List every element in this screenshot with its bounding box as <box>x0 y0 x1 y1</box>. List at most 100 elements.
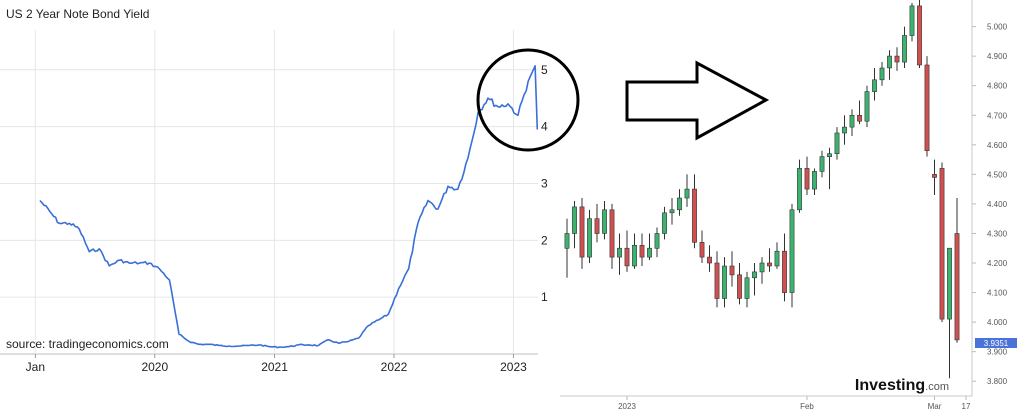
right-y-tick-label: 4.700 <box>987 111 1008 120</box>
candle <box>887 50 892 80</box>
candle-body <box>812 171 817 190</box>
candle <box>737 263 742 305</box>
left-y-axis: 1 2 3 4 5 <box>541 63 548 304</box>
right-y-tick-label: 4.200 <box>987 259 1008 268</box>
right-chart-panel: 3.800 3.900 4.000 4.100 4.200 4.300 4.400 4.500… <box>560 0 1017 411</box>
left-chart-title: US 2 Year Note Bond Yield <box>6 7 149 21</box>
candle <box>789 203 795 308</box>
candle-body <box>572 206 577 234</box>
candle-body <box>632 245 637 267</box>
candle <box>939 162 945 323</box>
right-y-tick-label: 4.400 <box>987 200 1008 209</box>
candle-body <box>647 247 652 258</box>
candle <box>797 159 802 213</box>
candle <box>894 47 900 71</box>
candle <box>587 209 592 264</box>
left-yield-line <box>39 65 539 349</box>
candle-body <box>752 271 757 279</box>
candle <box>819 150 825 178</box>
candle-body <box>714 262 720 299</box>
candle-body <box>602 209 607 234</box>
candle-body <box>722 265 727 299</box>
right-x-tick-label: 17 <box>962 402 971 411</box>
candle-body <box>902 35 907 63</box>
right-y-tick-label: 5.000 <box>987 23 1008 32</box>
candle <box>752 263 757 296</box>
candle-body <box>609 209 615 258</box>
candle-body <box>827 153 832 157</box>
left-x-axis: Jan 2020 2021 2022 2023 <box>26 360 527 374</box>
candle <box>714 251 720 308</box>
right-y-tick-label: 4.300 <box>987 229 1008 238</box>
candle <box>722 257 727 308</box>
candle <box>617 233 622 275</box>
right-y-tick-label: 4.500 <box>987 170 1008 179</box>
candle <box>827 147 832 190</box>
left-x-tick-label: 2020 <box>141 360 168 374</box>
candle <box>932 159 937 196</box>
candle <box>572 200 577 249</box>
candle-body <box>744 277 750 299</box>
candle-body <box>924 64 930 151</box>
candle-body <box>909 5 915 36</box>
left-chart-panel: US 2 Year Note Bond Yield 1 2 3 4 5 Jan 2020 2… <box>0 7 580 374</box>
candle-body <box>639 245 645 258</box>
candle-body <box>894 55 900 63</box>
candle-body <box>939 168 945 320</box>
candle-body <box>782 250 787 293</box>
candle-body <box>887 55 892 69</box>
candle-body <box>624 247 630 267</box>
right-y-tick-label: 4.100 <box>987 289 1008 298</box>
candle-body <box>954 233 960 341</box>
current-price-badge: 3.9351 <box>975 338 1017 348</box>
candle <box>684 174 690 207</box>
candle-body <box>669 209 675 214</box>
highlight-circle <box>476 48 580 152</box>
right-grid <box>626 26 976 400</box>
left-source-label: source: tradingeconomics.com <box>6 337 169 351</box>
candle <box>909 2 915 42</box>
candle-body <box>729 265 735 276</box>
candle <box>594 203 600 243</box>
candle <box>654 227 660 258</box>
candle <box>564 218 570 278</box>
candle-body <box>617 247 622 258</box>
right-y-tick-label: 4.000 <box>987 318 1008 327</box>
candle <box>954 198 960 343</box>
candle <box>639 233 645 266</box>
left-x-tick-label: 2021 <box>261 360 288 374</box>
left-y-tick-label: 3 <box>541 176 548 190</box>
right-x-tick-label: 2023 <box>618 402 636 411</box>
candle <box>924 56 930 157</box>
candle <box>624 230 630 272</box>
left-y-tick-label: 5 <box>541 63 548 77</box>
right-y-tick-label: 3.800 <box>987 377 1008 386</box>
candle-body <box>804 168 810 190</box>
right-y-tick-label: 3.900 <box>987 348 1008 357</box>
candle-body <box>759 262 765 273</box>
candle <box>857 100 862 125</box>
candle <box>902 26 907 68</box>
candle <box>669 198 675 225</box>
left-x-tick-label: 2023 <box>500 360 527 374</box>
candle-body <box>699 242 705 258</box>
candle <box>917 0 922 68</box>
candle-body <box>834 132 840 155</box>
right-y-tick-label: 4.800 <box>987 82 1008 91</box>
candle <box>677 189 682 216</box>
right-candles <box>564 0 960 379</box>
candle-body <box>692 188 697 243</box>
candle <box>609 203 615 269</box>
candle-body <box>737 274 742 299</box>
right-arrow-icon <box>625 60 770 141</box>
candle <box>707 245 712 272</box>
candle <box>947 247 952 379</box>
candle <box>812 168 817 196</box>
candle-body <box>857 115 862 122</box>
candle-body <box>849 115 855 128</box>
candle <box>602 200 607 240</box>
candle <box>804 156 810 196</box>
left-y-tick-label: 4 <box>541 120 548 134</box>
candle-body <box>864 91 870 122</box>
